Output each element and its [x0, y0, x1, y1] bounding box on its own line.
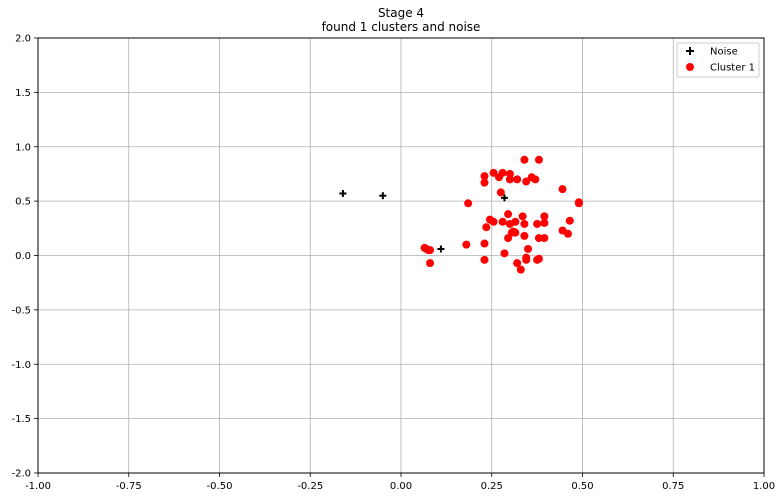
cluster-1-point — [518, 212, 527, 221]
cluster-1-point — [563, 229, 572, 238]
y-tick-label: 1.0 — [15, 142, 31, 153]
cluster-1-point — [540, 218, 549, 227]
legend-marker-noise — [686, 47, 694, 55]
cluster-1-point — [511, 217, 520, 226]
cluster-1-point — [565, 216, 574, 225]
x-tick-label: -0.50 — [207, 481, 233, 492]
cluster-1-point — [480, 178, 489, 187]
cluster-1-point — [533, 219, 542, 228]
x-tick-label: -0.75 — [116, 481, 142, 492]
cluster-1-point — [574, 198, 583, 207]
cluster-1-point — [480, 239, 489, 248]
noise-point — [500, 194, 508, 202]
cluster-1-point — [558, 185, 567, 194]
y-tick-label: -1.5 — [11, 414, 31, 425]
cluster-1-point — [498, 168, 507, 177]
x-tick-label: 0.25 — [481, 481, 503, 492]
y-tick-label: -1.0 — [11, 360, 31, 371]
x-tick-label: 0.00 — [390, 481, 412, 492]
cluster-1-point — [520, 219, 529, 228]
x-tick-label: -0.25 — [297, 481, 323, 492]
cluster-1-point — [505, 169, 514, 178]
grid — [37, 37, 765, 474]
noise-point — [339, 190, 347, 198]
cluster-1-point — [426, 259, 435, 268]
cluster-1-point — [480, 172, 489, 181]
cluster-1-point — [482, 223, 491, 232]
chart-subtitle: found 1 clusters and noise — [322, 20, 481, 34]
cluster-1-point — [489, 168, 498, 177]
cluster-1-point — [511, 228, 520, 237]
y-tick-label: -0.5 — [11, 305, 31, 316]
y-tick-label: -2.0 — [11, 469, 31, 480]
noise-point — [379, 192, 387, 200]
legend-label-noise: Noise — [710, 47, 738, 58]
y-tick-label: 0.5 — [15, 197, 31, 208]
x-tick-label: 1.00 — [753, 481, 775, 492]
cluster-1-point — [464, 199, 473, 208]
cluster-1-point — [520, 231, 529, 240]
legend-label-cluster-1: Cluster 1 — [710, 63, 755, 74]
y-tick-label: 0.0 — [15, 251, 31, 262]
axis-ticks: -1.00 -0.75 -0.50 -0.25 0.00 0.25 0.50 0.75 1.00… — [11, 34, 775, 493]
legend-box — [676, 42, 760, 78]
chart-title: Stage 4 — [378, 6, 424, 20]
x-tick-label: 0.50 — [571, 481, 593, 492]
cluster-1-point — [534, 254, 543, 263]
y-tick-label: 2.0 — [15, 34, 31, 45]
cluster-1-point — [520, 155, 529, 164]
cluster-1-point — [498, 217, 507, 226]
cluster-1-point — [531, 175, 540, 184]
cluster-1-point — [540, 234, 549, 243]
legend: Noise Cluster 1 — [676, 42, 760, 78]
cluster-1-point — [496, 188, 505, 197]
cluster-1-point — [522, 255, 531, 264]
cluster-1-point — [540, 212, 549, 221]
cluster-1-point — [504, 210, 513, 219]
cluster-1-point — [534, 155, 543, 164]
cluster-1-point — [462, 240, 471, 249]
cluster-1-point — [513, 175, 522, 184]
x-tick-label: 0.75 — [662, 481, 684, 492]
cluster-1-point — [489, 217, 498, 226]
data-points — [339, 155, 583, 274]
y-tick-label: 1.5 — [15, 88, 31, 99]
cluster-1-point — [522, 177, 531, 186]
legend-marker-cluster-1 — [686, 63, 694, 71]
cluster-1-point — [524, 244, 533, 253]
cluster-1-point — [426, 246, 435, 255]
cluster-1-point — [516, 265, 525, 274]
noise-point — [437, 245, 445, 253]
x-tick-label: -1.00 — [25, 481, 51, 492]
cluster-1-point — [500, 249, 509, 258]
cluster-1-point — [480, 255, 489, 264]
cluster-1-point — [513, 259, 522, 268]
